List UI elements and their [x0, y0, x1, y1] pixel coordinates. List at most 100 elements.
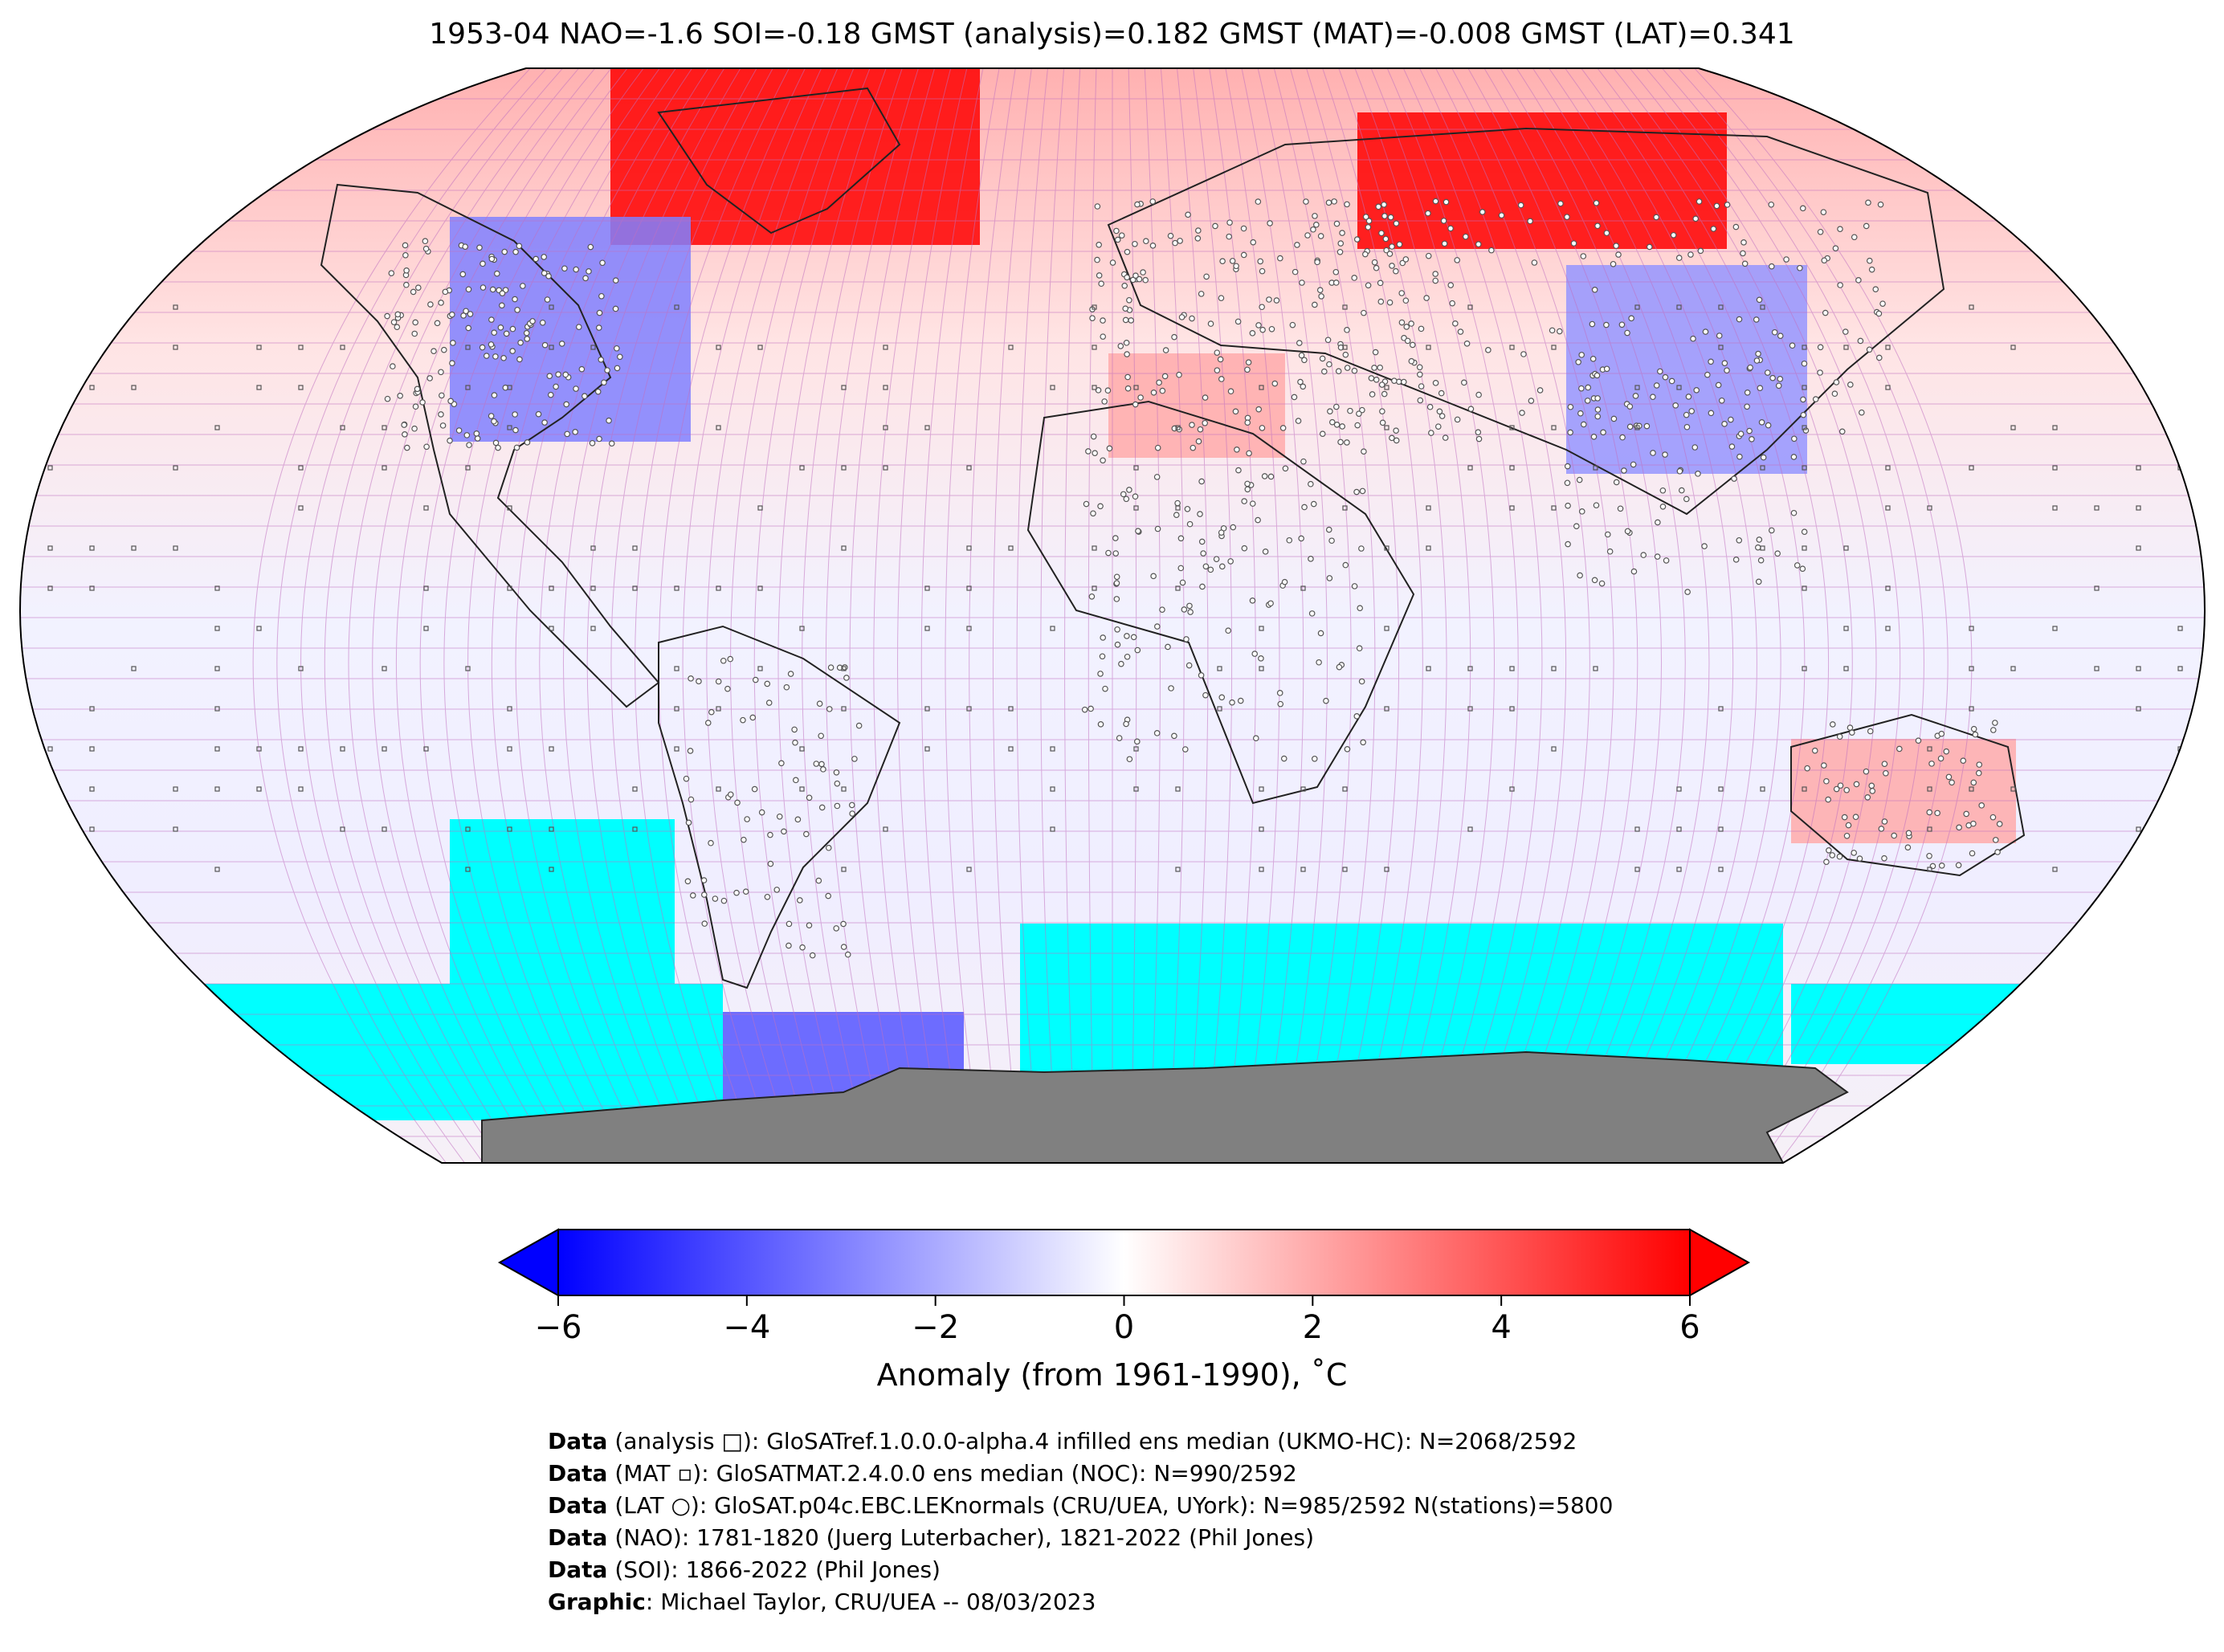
station-marker — [1378, 381, 1385, 388]
meridian — [1128, 68, 1137, 1163]
analysis-square — [89, 385, 95, 390]
station-marker — [384, 395, 391, 402]
credit-line: Data (analysis □): GloSATref.1.0.0.0-alp… — [548, 1426, 1613, 1458]
greenland-coast — [657, 87, 901, 235]
analysis-square — [2010, 425, 2016, 430]
analysis-square — [1676, 786, 1682, 792]
station-marker — [1353, 236, 1361, 243]
meridian — [1577, 68, 1806, 1163]
analysis-square — [1718, 867, 1724, 872]
station-marker — [499, 302, 505, 309]
station-marker — [1361, 448, 1367, 455]
station-marker — [501, 248, 508, 255]
station-marker — [1132, 240, 1138, 247]
station-marker — [447, 437, 453, 444]
station-marker — [509, 325, 516, 332]
station-marker — [1356, 645, 1363, 652]
station-marker — [764, 893, 771, 900]
station-marker — [1153, 474, 1161, 480]
station-marker — [1570, 240, 1577, 247]
station-marker — [1244, 419, 1251, 426]
station-marker — [1732, 223, 1740, 230]
meridian — [682, 68, 824, 1163]
station-marker — [1333, 422, 1341, 428]
analysis-square — [1969, 626, 1974, 631]
meridian — [1658, 68, 1924, 1163]
station-marker — [806, 794, 813, 802]
station-marker — [1402, 297, 1410, 304]
analysis-square — [924, 585, 930, 591]
station-marker — [594, 388, 602, 395]
station-marker — [1758, 419, 1765, 426]
station-marker — [438, 411, 444, 418]
station-marker — [1280, 755, 1287, 762]
station-marker — [1112, 550, 1120, 557]
meridian — [1642, 68, 1901, 1163]
station-marker — [1710, 226, 1717, 232]
colorbar-ticks — [557, 1295, 1691, 1306]
station-marker — [1267, 220, 1273, 226]
station-marker — [1475, 241, 1482, 247]
analysis-square — [1426, 345, 1431, 350]
station-marker — [1143, 238, 1149, 245]
station-marker — [1757, 385, 1764, 391]
station-marker — [1277, 255, 1283, 262]
station-marker — [499, 290, 506, 296]
station-marker — [1234, 447, 1240, 453]
station-marker — [1737, 430, 1745, 437]
meridian — [372, 68, 615, 1163]
station-marker — [1832, 245, 1839, 251]
meridian — [1304, 68, 1400, 1163]
station-marker — [1688, 408, 1696, 414]
station-marker — [1442, 434, 1449, 441]
station-marker — [1185, 211, 1191, 218]
station-marker — [1438, 390, 1445, 397]
analysis-square — [382, 666, 387, 671]
analysis-square — [841, 867, 847, 872]
station-marker — [512, 426, 519, 434]
station-marker — [491, 418, 497, 425]
station-marker — [1843, 786, 1851, 793]
station-marker — [438, 300, 444, 306]
station-marker — [1393, 220, 1400, 226]
station-marker — [1328, 418, 1336, 426]
station-marker — [1393, 267, 1399, 275]
station-marker — [1764, 369, 1771, 376]
station-marker — [1557, 328, 1563, 335]
lat-lon-grid — [20, 68, 2205, 1163]
station-marker — [1396, 241, 1403, 248]
analysis-square — [924, 746, 930, 752]
station-marker — [1173, 512, 1180, 519]
station-marker — [598, 356, 605, 363]
eurasia-coast — [1107, 127, 1945, 516]
station-marker — [1736, 453, 1743, 460]
analysis-square — [47, 585, 53, 591]
station-marker — [1183, 636, 1190, 642]
station-marker — [708, 839, 714, 846]
station-marker — [459, 271, 467, 278]
station-marker — [1432, 277, 1439, 284]
station-marker — [1117, 343, 1124, 349]
analysis-square — [507, 425, 512, 430]
station-marker — [1821, 762, 1827, 769]
station-marker — [1659, 503, 1667, 510]
station-marker — [1357, 605, 1364, 612]
analysis-square — [1969, 786, 1974, 792]
analysis-square — [1008, 345, 1014, 350]
station-marker — [1610, 415, 1618, 422]
station-marker — [1715, 381, 1722, 389]
station-marker — [1578, 352, 1585, 358]
station-marker — [1467, 406, 1475, 413]
station-marker — [1821, 257, 1828, 264]
station-marker — [1218, 563, 1226, 570]
station-marker — [1618, 321, 1626, 328]
analysis-square — [1885, 465, 1891, 471]
analysis-square — [1300, 867, 1306, 872]
analysis-square — [841, 465, 847, 471]
station-marker — [1577, 572, 1583, 579]
analysis-square — [1760, 786, 1765, 792]
station-marker — [1842, 328, 1849, 335]
meridian — [1401, 68, 1543, 1163]
station-marker — [1732, 557, 1740, 563]
station-marker — [1777, 376, 1784, 382]
